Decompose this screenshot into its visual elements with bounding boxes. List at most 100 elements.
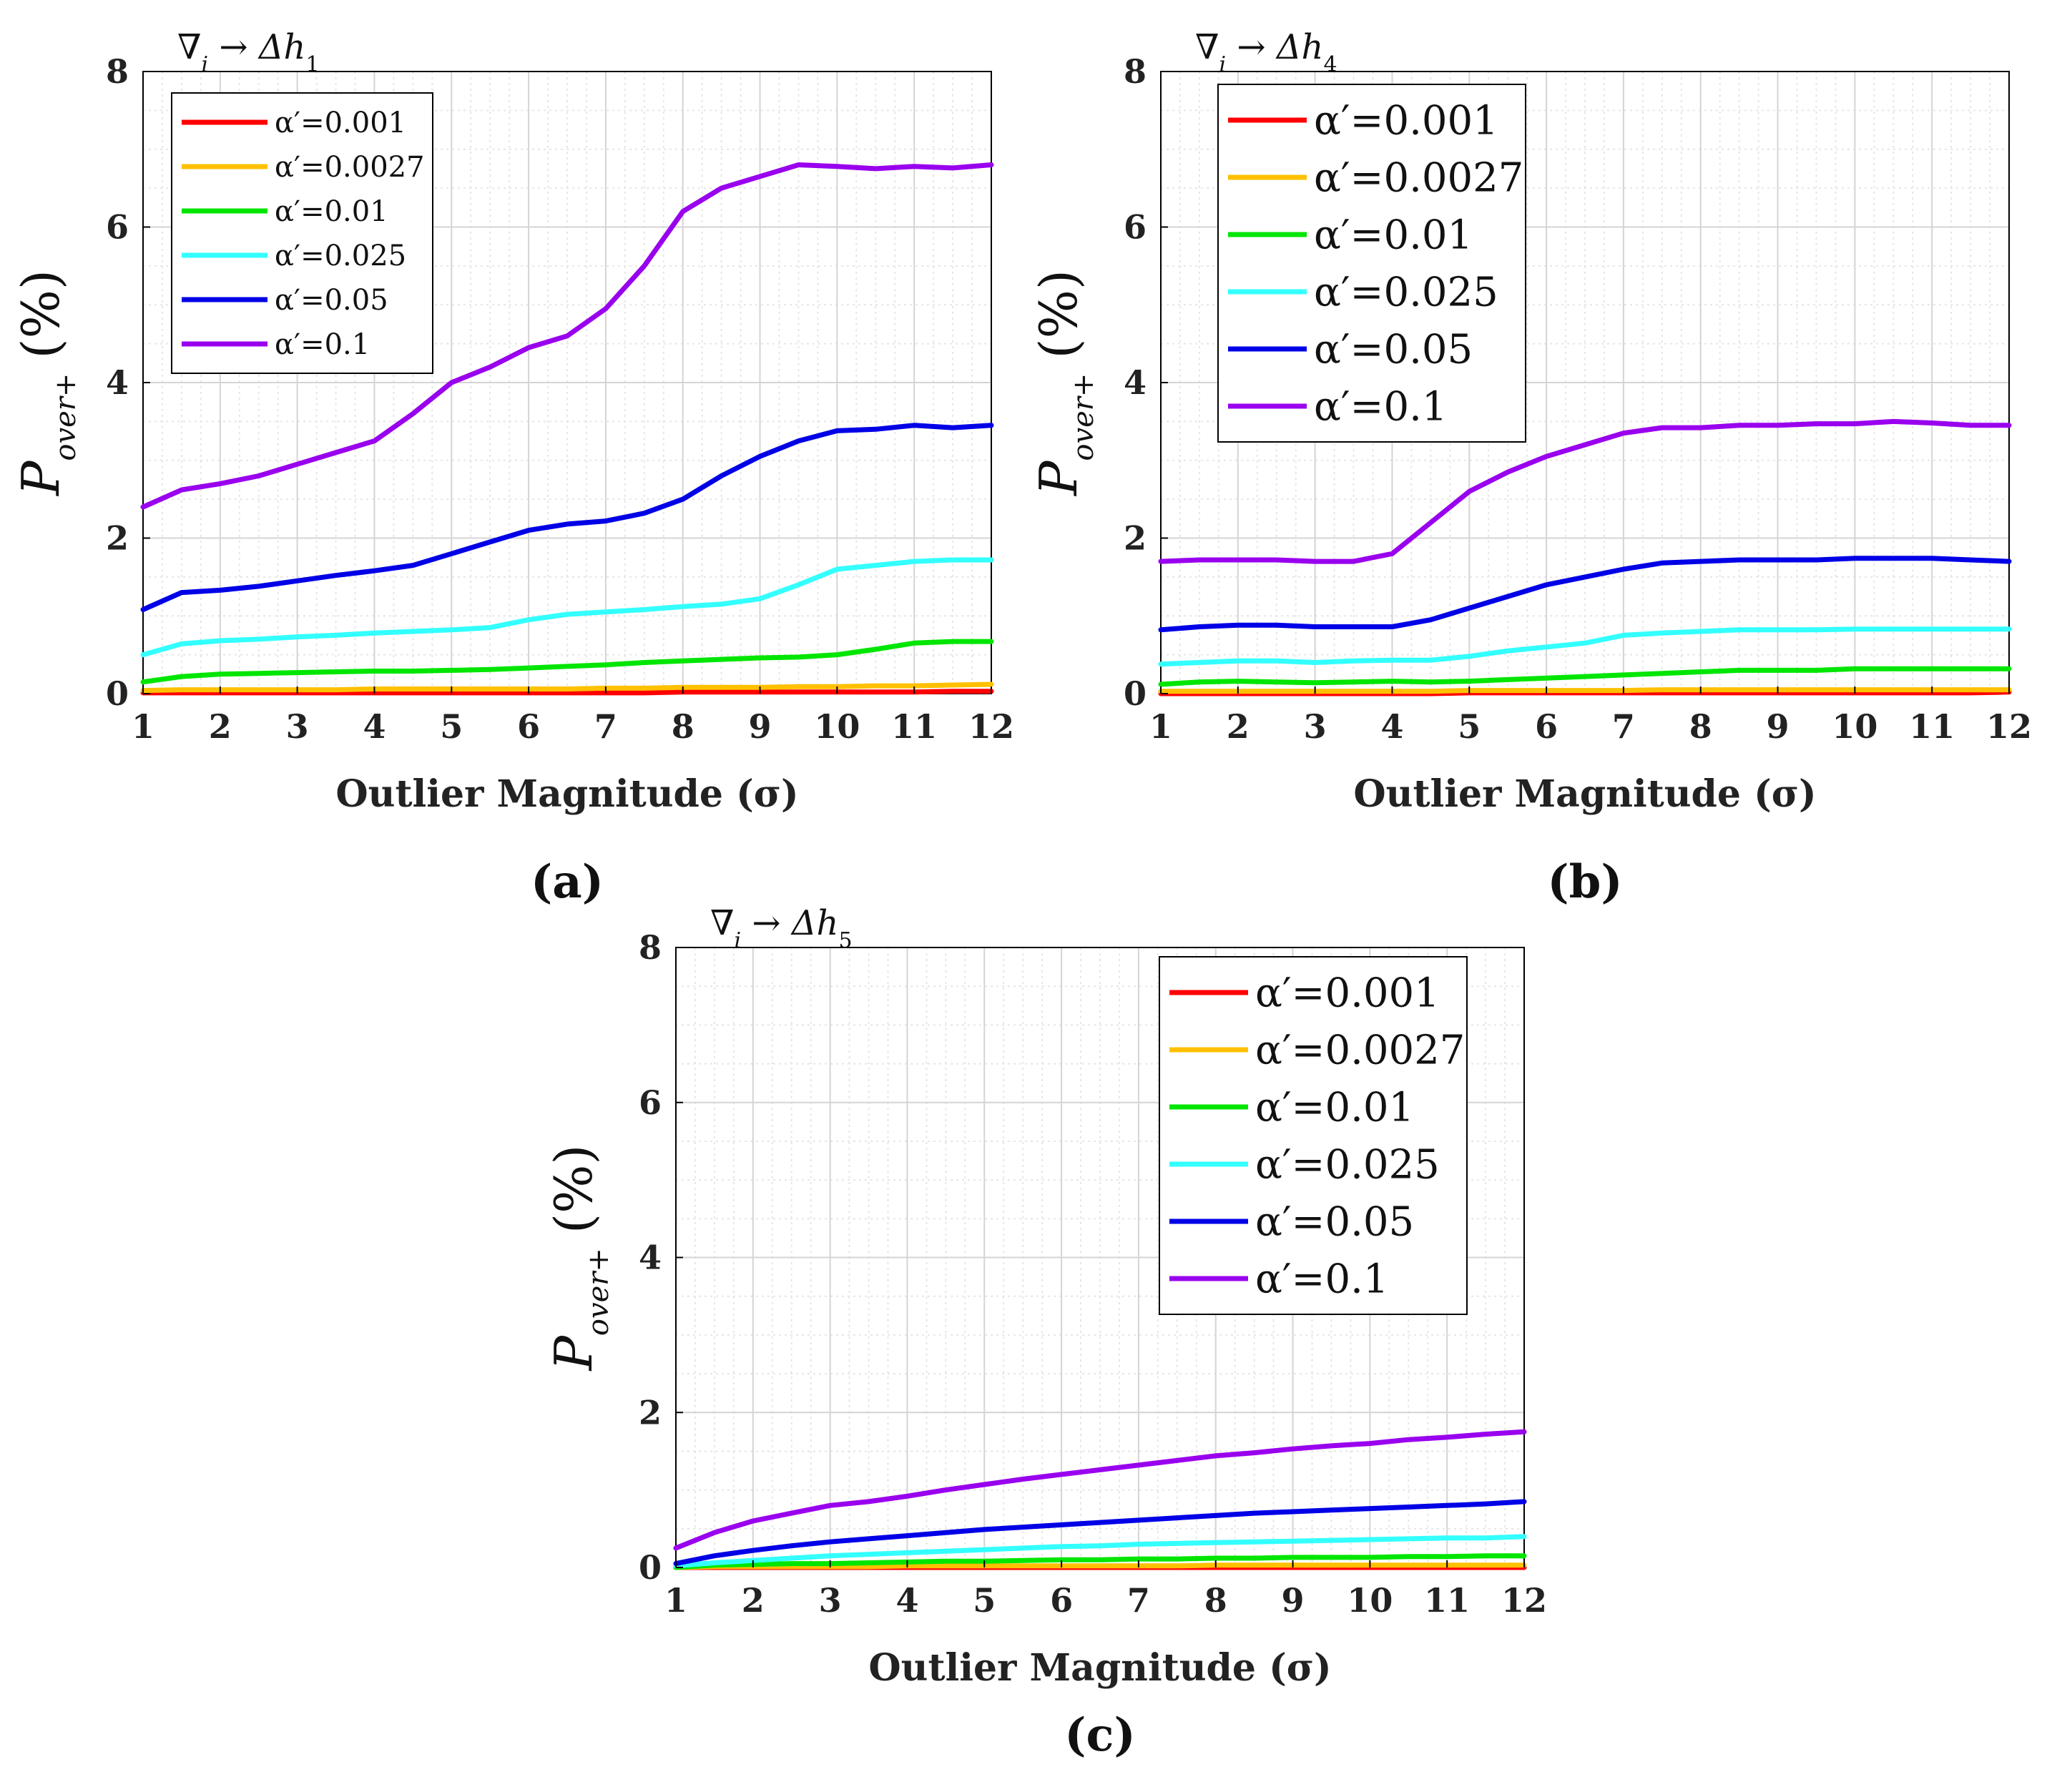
legend-entry: α′=0.05: [275, 284, 388, 317]
x-tick-label: 5: [440, 707, 463, 746]
y-tick-label: 4: [639, 1239, 662, 1277]
series-line: [1158, 418, 2012, 564]
y-tick-label: 8: [1124, 52, 1147, 91]
legend-entry: α′=0.01: [275, 195, 388, 228]
y-axis-label: Pover+(%): [1029, 270, 1100, 497]
legend-box: [1159, 956, 1468, 1315]
x-tick-label: 3: [1304, 707, 1327, 746]
series-line: [673, 1534, 1527, 1569]
legend-entry: α′=0.01: [1255, 1085, 1414, 1131]
legend-entry: α′=0.1: [275, 328, 370, 361]
x-tick-label: 3: [286, 707, 309, 746]
x-tick-label: 11: [891, 707, 937, 746]
y-tick-label: 6: [1124, 208, 1147, 247]
legend-entry: α′=0.001: [275, 107, 406, 139]
x-tick-label: 11: [1424, 1581, 1470, 1620]
series-line: [140, 557, 994, 658]
panel-title: ∇i → Δh1: [177, 27, 320, 77]
y-axis-label: Pover+(%): [11, 270, 82, 497]
y-tick-label: 6: [106, 208, 129, 247]
x-tick-label: 6: [1050, 1581, 1073, 1620]
x-tick-label: 2: [742, 1581, 765, 1620]
legend: α′=0.001 α′=0.0027 α′=0.01 α′=0.025 α′=0.05 α…: [171, 92, 433, 374]
y-tick-label: 6: [639, 1083, 662, 1122]
x-tick-label: 1: [1149, 707, 1172, 746]
legend-box: [1217, 84, 1526, 443]
legend-entry: α′=0.01: [1314, 212, 1473, 259]
series-line: [673, 1553, 1527, 1570]
x-tick-label: 10: [1832, 707, 1877, 746]
legend-entry: α′=0.001: [1314, 98, 1498, 144]
y-axis-label: Pover+(%): [544, 1144, 615, 1372]
x-tick-label: 4: [1380, 707, 1403, 746]
x-tick-label: 5: [973, 1581, 996, 1620]
panel-title: ∇i → Δh5: [710, 903, 853, 953]
legend-entry: α′=0.025: [1255, 1142, 1440, 1188]
y-tick-label: 8: [639, 928, 662, 967]
x-tick-label: 9: [749, 707, 772, 746]
x-tick-label: 12: [1986, 707, 2032, 746]
x-tick-label: 5: [1458, 707, 1481, 746]
legend-entry: α′=0.001: [1255, 970, 1440, 1017]
legend-entry: α′=0.1: [1255, 1256, 1389, 1303]
legend: α′=0.001 α′=0.0027 α′=0.01 α′=0.025 α′=0.05 α…: [1159, 956, 1468, 1315]
series-line: [140, 639, 994, 685]
x-tick-label: 7: [1127, 1581, 1150, 1620]
x-tick-label: 12: [968, 707, 1014, 746]
x-tick-label: 4: [895, 1581, 918, 1620]
y-tick-label: 2: [639, 1393, 662, 1432]
legend-entry: α′=0.1: [1314, 384, 1448, 430]
x-tick-label: 8: [672, 707, 694, 746]
legend-entry: α′=0.0027: [1314, 155, 1523, 202]
legend-box: [171, 92, 433, 374]
y-tick-label: 0: [1124, 674, 1147, 713]
x-tick-label: 3: [819, 1581, 842, 1620]
panel-caption-b: (b): [1547, 855, 1622, 909]
x-tick-label: 10: [1347, 1581, 1393, 1620]
y-tick-label: 0: [639, 1548, 662, 1587]
series-line: [140, 689, 994, 696]
x-axis-label: Outlier Magnitude (σ): [868, 1646, 1331, 1690]
legend-entry: α′=0.0027: [1255, 1028, 1465, 1074]
series-line: [673, 1499, 1527, 1567]
x-tick-label: 10: [814, 707, 860, 746]
x-tick-label: 8: [1689, 707, 1712, 746]
legend: α′=0.001 α′=0.0027 α′=0.01 α′=0.025 α′=0.05 α…: [1217, 84, 1526, 443]
panel-caption-a: (a): [531, 855, 604, 909]
y-tick-label: 4: [106, 363, 129, 402]
legend-entry: α′=0.05: [1314, 327, 1473, 373]
x-axis-label: Outlier Magnitude (σ): [1353, 772, 1816, 816]
y-tick-label: 2: [106, 519, 129, 558]
legend-entry: α′=0.025: [1314, 270, 1498, 316]
series-line: [1158, 666, 2012, 687]
x-tick-label: 2: [1227, 707, 1250, 746]
series-line: [1158, 556, 2012, 633]
panel-title: ∇i → Δh4: [1195, 27, 1337, 77]
y-tick-label: 2: [1124, 519, 1147, 558]
x-tick-label: 1: [132, 707, 154, 746]
series-line: [1158, 687, 2012, 694]
x-tick-label: 6: [1535, 707, 1558, 746]
panel-caption-c: (c): [1064, 1708, 1136, 1762]
legend-entry: α′=0.05: [1255, 1199, 1414, 1246]
series-line: [140, 423, 994, 612]
series-line: [673, 1562, 1527, 1570]
x-tick-label: 7: [1612, 707, 1635, 746]
x-tick-label: 9: [1767, 707, 1790, 746]
x-tick-label: 9: [1282, 1581, 1305, 1620]
series-line: [140, 162, 994, 510]
x-tick-label: 6: [517, 707, 540, 746]
x-tick-label: 4: [363, 707, 386, 746]
x-tick-label: 12: [1501, 1581, 1547, 1620]
y-tick-label: 8: [106, 52, 129, 91]
series-line: [1158, 626, 2012, 667]
x-tick-label: 2: [209, 707, 232, 746]
legend-entry: α′=0.025: [275, 240, 406, 272]
y-tick-label: 0: [106, 674, 129, 713]
y-tick-label: 4: [1124, 363, 1147, 402]
x-tick-label: 1: [664, 1581, 687, 1620]
